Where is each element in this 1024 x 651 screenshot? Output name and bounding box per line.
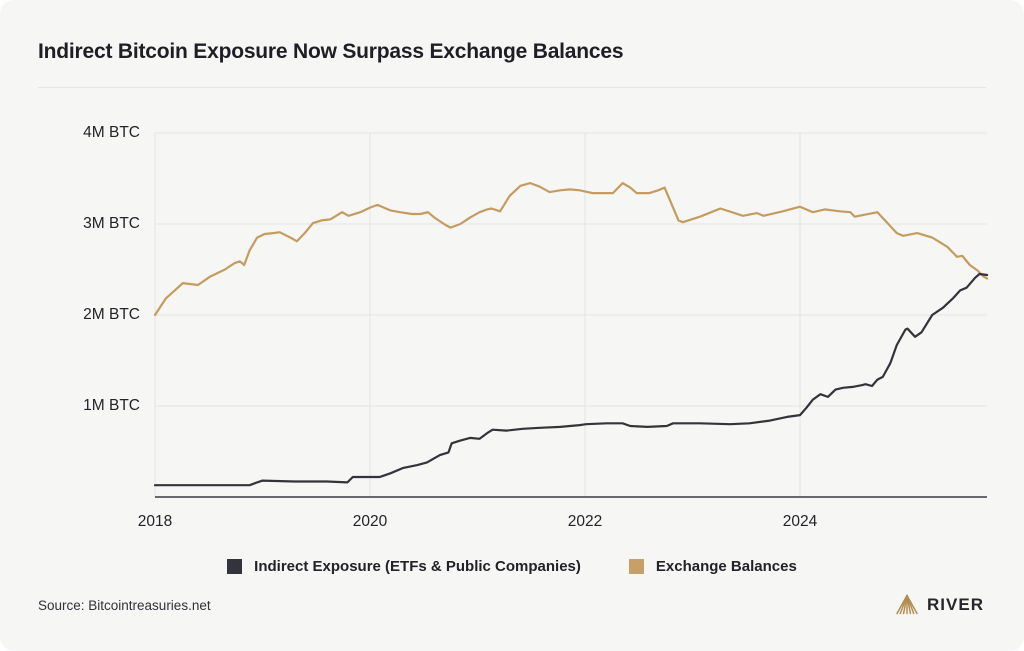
chart-legend: Indirect Exposure (ETFs & Public Compani… [0,558,1024,575]
y-axis-tick: 4M BTC [83,124,140,141]
legend-item-indirect-exposure: Indirect Exposure (ETFs & Public Compani… [227,558,581,575]
page-title: Indirect Bitcoin Exposure Now Surpass Ex… [38,40,624,63]
x-axis-tick: 2018 [137,513,173,530]
legend-item-exchange-balances: Exchange Balances [628,558,797,575]
legend-swatch-gold [628,559,644,574]
river-brand: RIVER [894,594,984,615]
title-divider [38,87,986,88]
legend-swatch-dark [227,559,243,574]
y-axis-tick: 3M BTC [83,215,140,232]
river-wordmark: RIVER [927,594,984,614]
x-axis-tick: 2024 [782,513,818,530]
x-axis-tick: 2020 [352,513,388,530]
legend-label: Indirect Exposure (ETFs & Public Compani… [254,558,581,575]
x-axis-tick: 2022 [567,513,603,530]
legend-label: Exchange Balances [655,558,797,575]
river-mountain-icon [896,594,918,615]
y-axis-tick: 1M BTC [83,397,140,414]
source-attribution: Source: Bitcointreasuries.net [38,598,211,613]
y-axis-tick: 2M BTC [83,306,140,323]
